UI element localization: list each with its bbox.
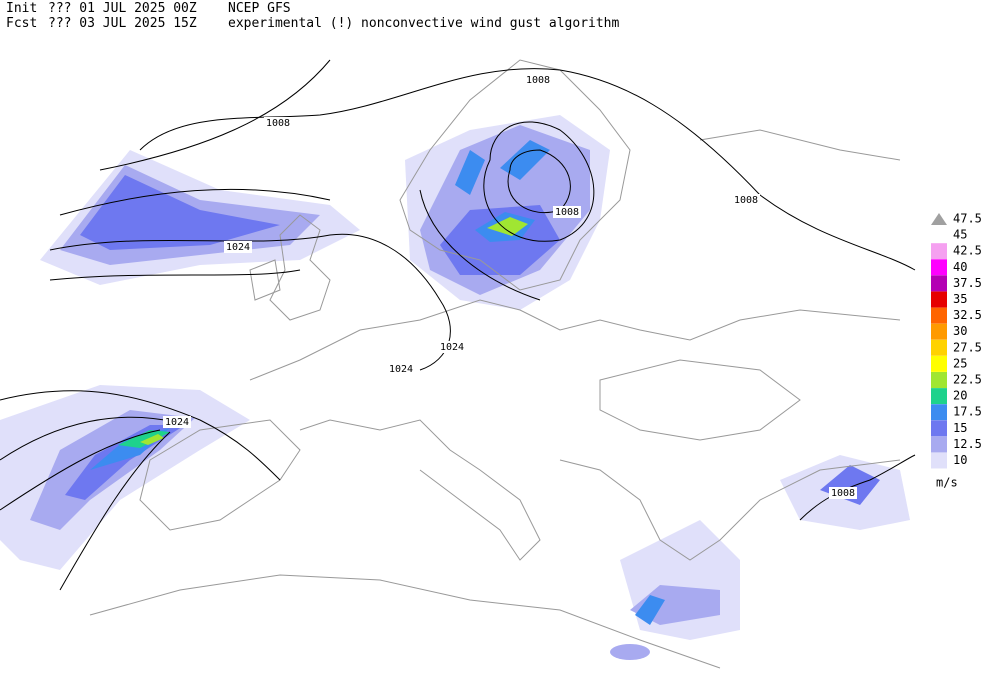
legend-swatch	[931, 355, 947, 372]
contour-label-bg	[438, 341, 466, 353]
contour-label-bg	[553, 206, 581, 218]
contour-label: 1024	[389, 364, 413, 375]
legend-label: 15	[953, 421, 967, 435]
legend-label: 32.5	[953, 308, 982, 322]
contour-label: 1024	[440, 342, 464, 353]
legend-label: 17.5	[953, 405, 982, 419]
legend-label: 10	[953, 453, 967, 467]
contour-label-bg	[524, 74, 552, 86]
legend-swatch	[931, 275, 947, 292]
contour-label: 1008	[831, 488, 855, 499]
contour-label: 1008	[734, 195, 758, 206]
legend-swatch	[931, 259, 947, 276]
legend-label: 12.5	[953, 437, 982, 451]
legend-label: 37.5	[953, 276, 982, 290]
legend-units: m/s	[936, 476, 958, 490]
legend-label: 20	[953, 389, 967, 403]
legend-label: 22.5	[953, 373, 982, 387]
legend-label: 40	[953, 260, 967, 274]
legend-label: 47.5	[953, 212, 982, 226]
init-label: Init	[6, 1, 37, 16]
legend-swatch	[931, 372, 947, 388]
isobars	[0, 59, 916, 591]
coastlines	[89, 59, 901, 669]
contour-label-bg	[387, 363, 415, 375]
fcst-label: Fcst	[6, 16, 37, 31]
legend-label: 42.5	[953, 244, 982, 258]
legend-swatch	[931, 436, 947, 453]
description: experimental (!) nonconvective wind gust…	[228, 16, 620, 31]
legend-swatch	[931, 388, 947, 405]
contour-label: 1024	[165, 417, 189, 428]
legend-swatch	[931, 243, 947, 260]
contour-label-bg	[163, 416, 191, 428]
legend-swatch	[931, 452, 947, 469]
contour-label-bg	[829, 487, 857, 499]
contour-label: 1008	[555, 207, 579, 218]
legend-swatch	[931, 291, 947, 308]
contour-label-bg	[732, 194, 760, 206]
legend-swatch	[931, 307, 947, 324]
legend-label: 45	[953, 228, 967, 242]
contour-label-bg	[264, 117, 292, 129]
legend-label: 30	[953, 324, 967, 338]
init-time: ??? 01 JUL 2025 00Z	[48, 1, 197, 16]
contour-label: 1024	[226, 242, 250, 253]
legend-arrow	[931, 213, 947, 225]
legend-swatch	[931, 323, 947, 340]
legend-swatch	[931, 339, 947, 356]
contour-label: 1008	[526, 75, 550, 86]
legend-label: 27.5	[953, 340, 982, 354]
legend-swatch	[931, 420, 947, 437]
contour-label-bg	[224, 241, 252, 253]
fcst-time: ??? 03 JUL 2025 15Z	[48, 16, 197, 31]
legend-swatch	[931, 404, 947, 421]
model-name: NCEP GFS	[228, 1, 291, 16]
gust-shading	[0, 115, 910, 660]
legend-label: 35	[953, 292, 967, 306]
legend-label: 25	[953, 356, 967, 370]
contour-label: 1008	[266, 118, 290, 129]
